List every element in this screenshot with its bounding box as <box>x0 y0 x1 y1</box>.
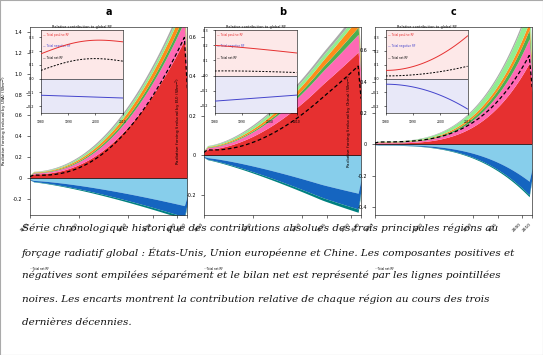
Text: ···Total net RF: ···Total net RF <box>30 267 49 272</box>
Text: dernières décennies.: dernières décennies. <box>22 318 131 327</box>
Y-axis label: Radiative forcing (induced by EU) (Wm$^{-2}$): Radiative forcing (induced by EU) (Wm$^{… <box>173 77 184 165</box>
Text: négatives sont empilées séparément et le bilan net est représenté par les lignes: négatives sont empilées séparément et le… <box>22 271 500 280</box>
Y-axis label: Radiative forcing (induced by China) (Wm$^{-2}$): Radiative forcing (induced by China) (Wm… <box>344 73 355 168</box>
Text: ···Total net RF: ···Total net RF <box>204 267 223 272</box>
Text: noires. Les encarts montrent la contribution relative de chaque région au cours : noires. Les encarts montrent la contribu… <box>22 295 489 304</box>
Text: a: a <box>105 7 112 17</box>
Text: Série chronologique historique des contributions absolues des trois principales : Série chronologique historique des contr… <box>22 224 498 233</box>
Text: b: b <box>279 7 286 17</box>
Text: forçage radiatif global : États-Unis, Union européenne et Chine. Les composantes: forçage radiatif global : États-Unis, Un… <box>22 247 515 258</box>
Text: ···Total net RF: ···Total net RF <box>375 267 394 272</box>
Y-axis label: Radiative forcing (induced by USA) (Wm$^{-2}$): Radiative forcing (induced by USA) (Wm$^… <box>0 75 10 166</box>
Text: c: c <box>451 7 456 17</box>
